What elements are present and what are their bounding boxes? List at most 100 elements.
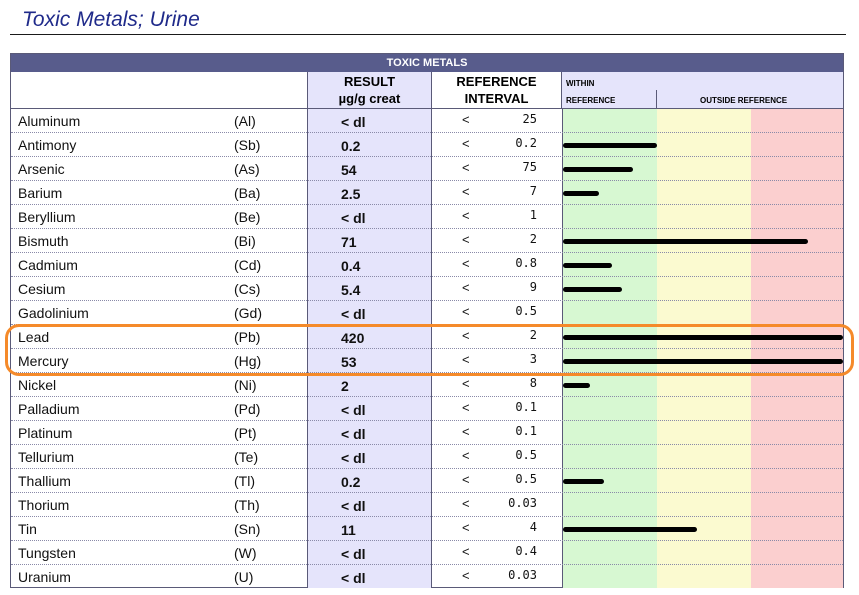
less-than-sign: < bbox=[462, 544, 470, 559]
metal-name: Thallium bbox=[18, 473, 71, 489]
less-than-sign: < bbox=[462, 160, 470, 175]
reference-value: 0.8 bbox=[515, 256, 537, 270]
less-than-sign: < bbox=[462, 328, 470, 343]
table-row: Tellurium (Te) < dl <0.5 bbox=[11, 445, 843, 469]
reference-value: 0.5 bbox=[515, 304, 537, 318]
result-bar bbox=[563, 359, 843, 364]
metal-symbol: (Ba) bbox=[234, 185, 261, 201]
result-value: < dl bbox=[341, 450, 366, 466]
less-than-sign: < bbox=[462, 232, 470, 247]
result-bar bbox=[563, 143, 657, 148]
reference-value: 0.5 bbox=[515, 448, 537, 462]
result-value: 0.2 bbox=[341, 138, 361, 154]
result-value: 420 bbox=[341, 330, 365, 346]
table-row: Bismuth (Bi) 71 <2 bbox=[11, 229, 843, 253]
result-bar bbox=[563, 263, 612, 268]
metal-name: Barium bbox=[18, 185, 63, 201]
table-row: Antimony (Sb) 0.2 <0.2 bbox=[11, 133, 843, 157]
less-than-sign: < bbox=[462, 208, 470, 223]
less-than-sign: < bbox=[462, 496, 470, 511]
metal-symbol: (Tl) bbox=[234, 473, 255, 489]
result-column-header: RESULT µg/g creat bbox=[307, 72, 432, 108]
metal-rows: Aluminum (Al) < dl <25 Antimony (Sb) 0.2 <0.2 Ar… bbox=[11, 109, 843, 589]
reference-value: 0.4 bbox=[515, 544, 537, 558]
table-row: Beryllium (Be) < dl <1 bbox=[11, 205, 843, 229]
metal-name: Uranium bbox=[18, 569, 71, 585]
less-than-sign: < bbox=[462, 520, 470, 535]
metal-name: Antimony bbox=[18, 137, 77, 153]
metal-symbol: (Pd) bbox=[234, 401, 261, 417]
within-label: WITHIN bbox=[566, 79, 595, 88]
metal-symbol: (As) bbox=[234, 161, 260, 177]
metal-symbol: (Cd) bbox=[234, 257, 262, 273]
result-value: 0.4 bbox=[341, 258, 361, 274]
less-than-sign: < bbox=[462, 424, 470, 439]
result-value: 5.4 bbox=[341, 282, 361, 298]
reference-value: 2 bbox=[529, 232, 537, 246]
result-bar bbox=[563, 383, 590, 388]
result-value: < dl bbox=[341, 402, 366, 418]
reference-header-label: REFERENCE bbox=[456, 74, 537, 89]
result-value: < dl bbox=[341, 210, 366, 226]
less-than-sign: < bbox=[462, 448, 470, 463]
reference-value: 9 bbox=[529, 280, 537, 294]
metal-name: Tin bbox=[18, 521, 37, 537]
metal-name: Tellurium bbox=[18, 449, 75, 465]
table-row: Uranium (U) < dl <0.03 bbox=[11, 565, 843, 589]
table-row: Cesium (Cs) 5.4 <9 bbox=[11, 277, 843, 301]
reference-value: 0.1 bbox=[515, 400, 537, 414]
metal-name: Mercury bbox=[18, 353, 69, 369]
result-value: < dl bbox=[341, 426, 366, 442]
result-bar bbox=[563, 527, 697, 532]
reference-value: 0.5 bbox=[515, 472, 537, 486]
less-than-sign: < bbox=[462, 376, 470, 391]
metal-symbol: (Gd) bbox=[234, 305, 262, 321]
metal-symbol: (Cs) bbox=[234, 281, 261, 297]
table-row: Thorium (Th) < dl <0.03 bbox=[11, 493, 843, 517]
title-divider bbox=[10, 34, 846, 35]
less-than-sign: < bbox=[462, 112, 470, 127]
less-than-sign: < bbox=[462, 280, 470, 295]
result-header-label: RESULT bbox=[343, 74, 396, 89]
table-row: Lead (Pb) 420 <2 bbox=[11, 325, 843, 349]
metal-name: Nickel bbox=[18, 377, 57, 393]
table-row: Thallium (Tl) 0.2 <0.5 bbox=[11, 469, 843, 493]
result-value: 2.5 bbox=[341, 186, 361, 202]
reference-value: 4 bbox=[529, 520, 537, 534]
result-units-label: µg/g creat bbox=[338, 91, 401, 106]
reference-value: 0.1 bbox=[515, 424, 537, 438]
metal-symbol: (Pb) bbox=[234, 329, 261, 345]
reference-value: 0.03 bbox=[508, 568, 537, 582]
table-row: Mercury (Hg) 53 <3 bbox=[11, 349, 843, 373]
result-bar bbox=[563, 479, 604, 484]
metal-name: Thorium bbox=[18, 497, 70, 513]
less-than-sign: < bbox=[462, 352, 470, 367]
table-row: Aluminum (Al) < dl <25 bbox=[11, 109, 843, 133]
reference-label: REFERENCE bbox=[566, 96, 616, 105]
metal-name: Tungsten bbox=[18, 545, 76, 561]
metal-symbol: (Pt) bbox=[234, 425, 257, 441]
result-value: < dl bbox=[341, 570, 366, 586]
table-row: Barium (Ba) 2.5 <7 bbox=[11, 181, 843, 205]
metal-name: Lead bbox=[18, 329, 50, 345]
less-than-sign: < bbox=[462, 304, 470, 319]
metal-symbol: (Be) bbox=[234, 209, 261, 225]
less-than-sign: < bbox=[462, 400, 470, 415]
table-row: Arsenic (As) 54 <75 bbox=[11, 157, 843, 181]
result-value: 11 bbox=[341, 522, 356, 538]
metal-symbol: (W) bbox=[234, 545, 257, 561]
reference-value: 0.2 bbox=[515, 136, 537, 150]
reference-value: 2 bbox=[529, 328, 537, 342]
result-value: < dl bbox=[341, 306, 366, 322]
metal-name: Cadmium bbox=[18, 257, 78, 273]
less-than-sign: < bbox=[462, 184, 470, 199]
table-row: Tin (Sn) 11 <4 bbox=[11, 517, 843, 541]
metal-name: Aluminum bbox=[18, 113, 81, 129]
metal-symbol: (Te) bbox=[234, 449, 259, 465]
result-value: 2 bbox=[341, 378, 349, 394]
reference-column-header: REFERENCE INTERVAL bbox=[432, 72, 562, 108]
result-value: 54 bbox=[341, 162, 357, 178]
metal-name: Platinum bbox=[18, 425, 73, 441]
result-value: 0.2 bbox=[341, 474, 361, 490]
lead-mercury-highlight bbox=[5, 324, 854, 376]
